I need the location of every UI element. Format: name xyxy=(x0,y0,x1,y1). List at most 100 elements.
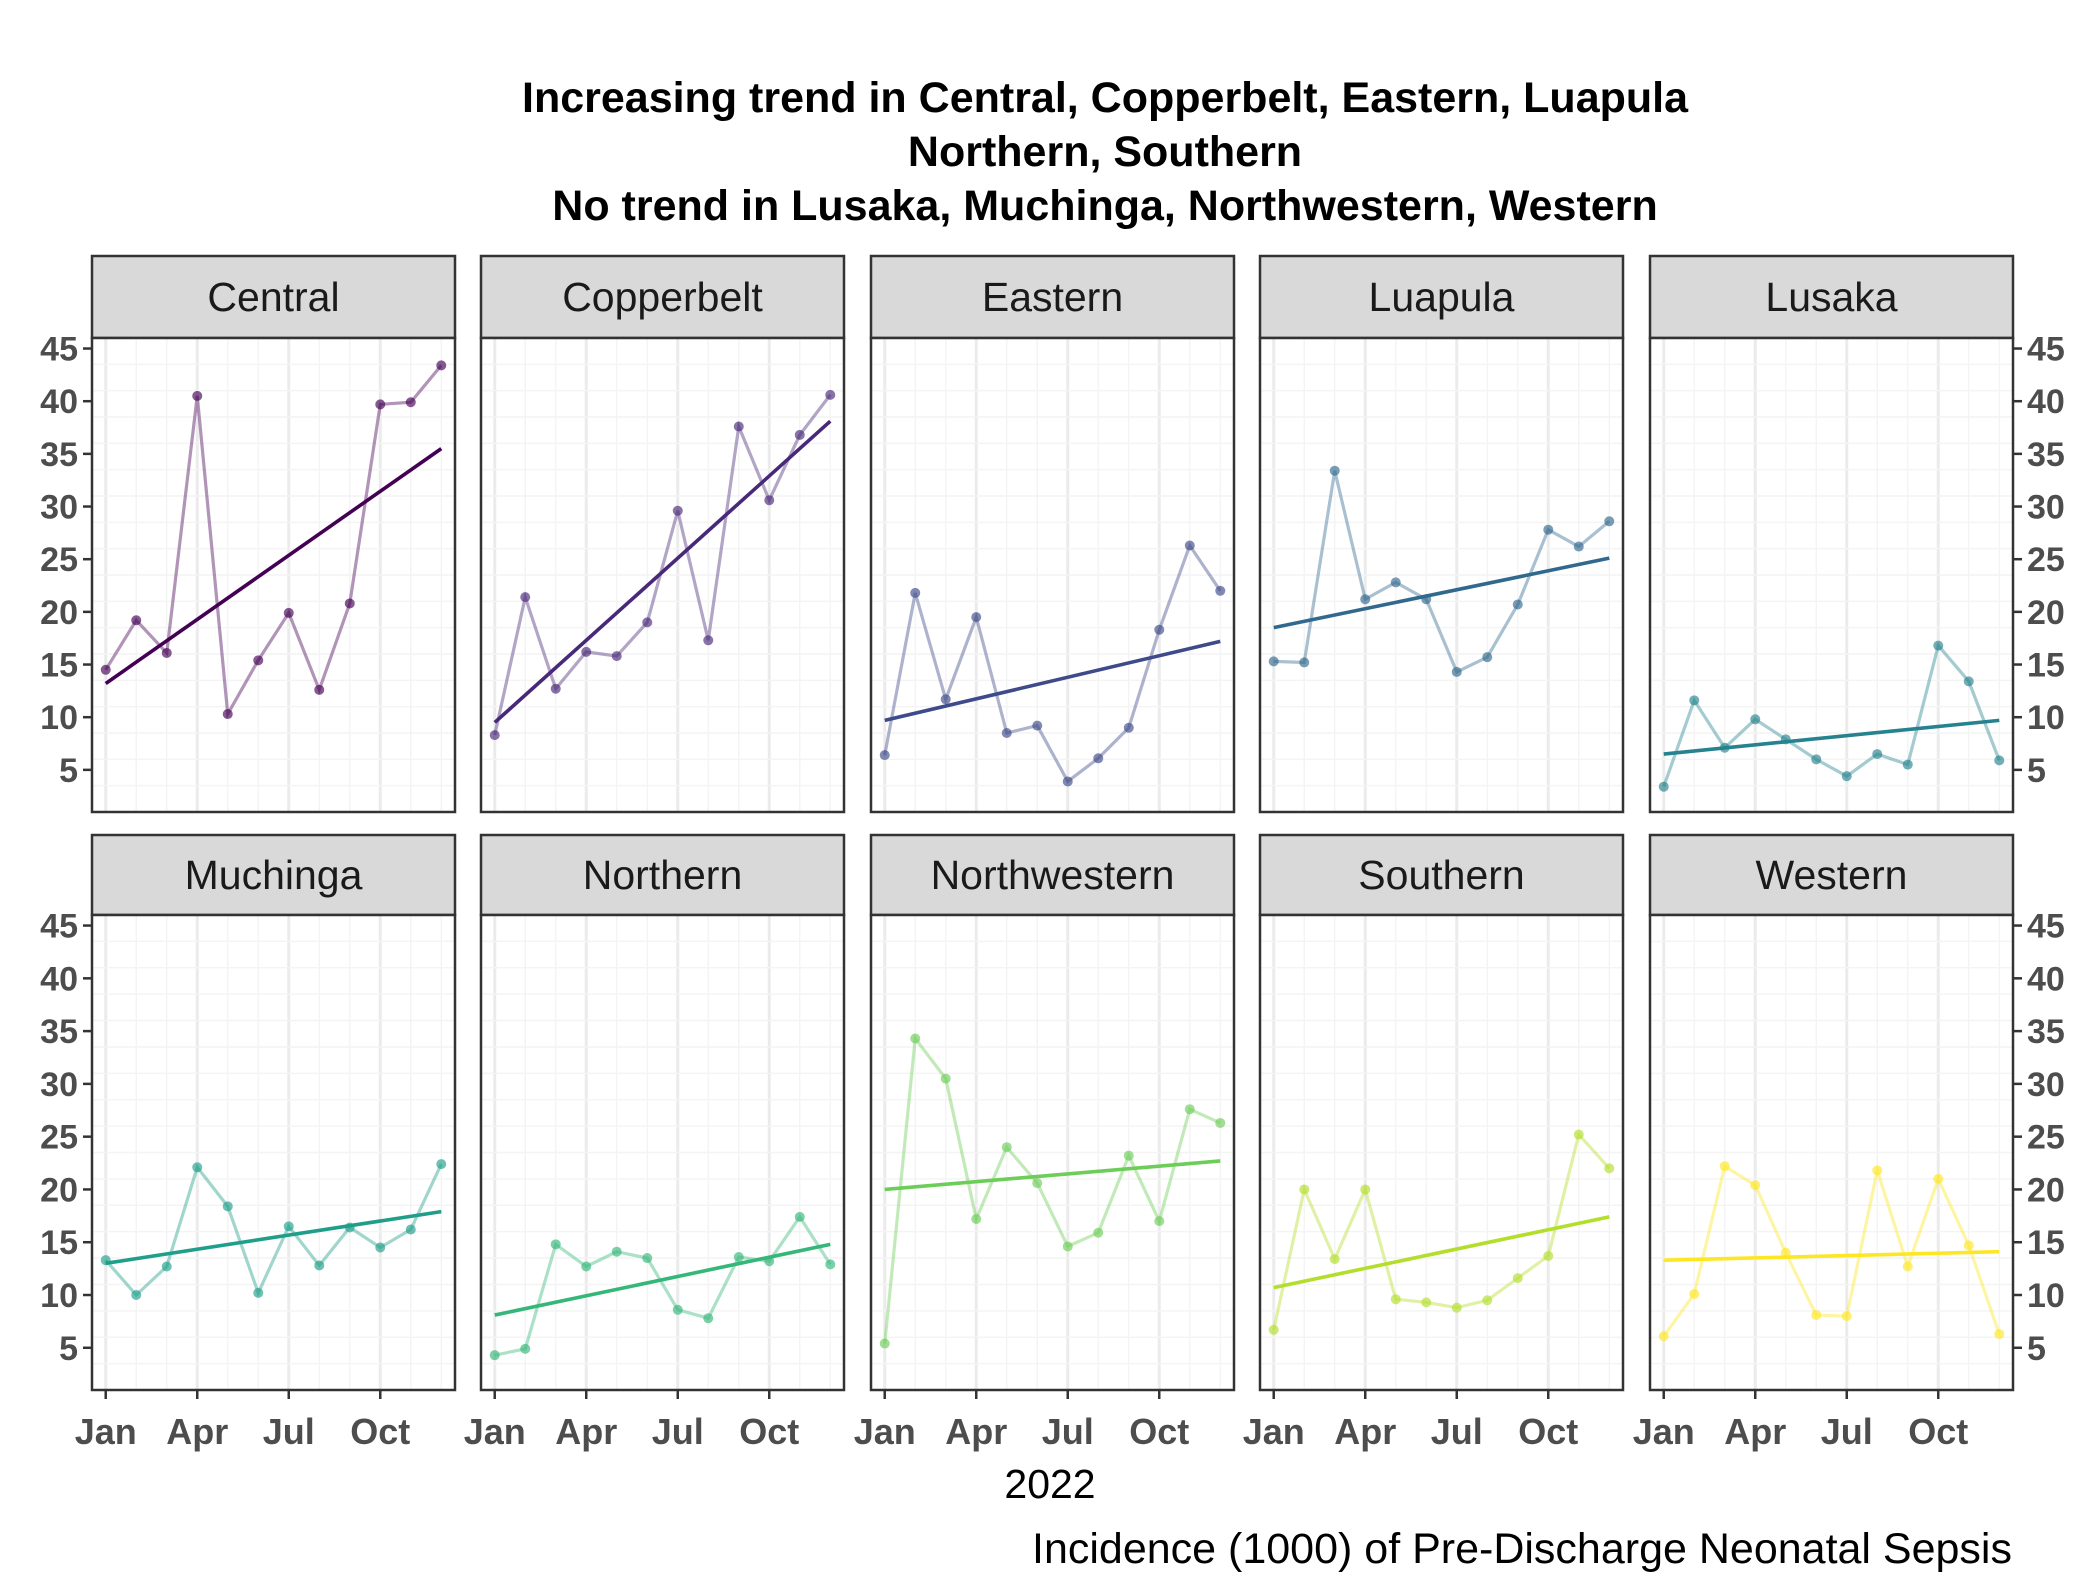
data-point xyxy=(1689,695,1700,706)
data-point xyxy=(1032,1178,1043,1189)
data-point xyxy=(192,390,203,401)
data-point xyxy=(1902,759,1913,770)
data-point xyxy=(131,1290,142,1300)
facet-label-luapula: Luapula xyxy=(1369,274,1515,320)
data-point xyxy=(764,1256,775,1267)
facet-strip-luapula xyxy=(1258,254,1625,340)
data-point xyxy=(1902,1261,1913,1272)
data-point xyxy=(940,1073,951,1084)
facet-strip-southern xyxy=(1258,833,1625,917)
data-point xyxy=(1841,1311,1852,1322)
x-tick-label: Oct xyxy=(1129,1411,1189,1452)
data-point xyxy=(940,694,951,705)
data-point xyxy=(1719,1161,1730,1172)
data-point xyxy=(222,1201,233,1212)
data-point xyxy=(344,598,355,609)
x-tick-label: Jan xyxy=(1633,1411,1695,1452)
trend-line-northern xyxy=(494,1242,831,1317)
data-point xyxy=(1001,1142,1012,1153)
facet-label-northwestern: Northwestern xyxy=(931,852,1175,898)
y-tick-label: 30 xyxy=(2027,489,2065,527)
data-point xyxy=(1543,524,1554,535)
data-point xyxy=(879,1338,890,1349)
x-tick-label: Jan xyxy=(464,1411,526,1452)
x-tick-label: Jan xyxy=(854,1411,916,1452)
facet-strip-muchinga xyxy=(90,833,457,917)
panel-border xyxy=(869,913,1236,1392)
data-point xyxy=(1062,776,1073,787)
data-point xyxy=(794,429,805,440)
data-point xyxy=(1933,640,1944,651)
data-point xyxy=(611,651,622,662)
data-point xyxy=(794,1211,805,1222)
data-point xyxy=(825,1259,836,1270)
y-tick-label: 5 xyxy=(59,1330,78,1368)
data-point xyxy=(1811,754,1822,765)
data-point xyxy=(1963,1240,1974,1251)
facet-strip-western xyxy=(1648,833,2015,917)
data-point xyxy=(436,360,447,371)
data-point xyxy=(1512,1273,1523,1284)
data-point xyxy=(131,615,142,626)
data-point xyxy=(161,647,172,658)
y-tick-label: 15 xyxy=(40,647,78,685)
y-tick-label: 35 xyxy=(2027,1013,2065,1051)
data-point xyxy=(1184,540,1195,551)
x-tick-label: Apr xyxy=(1724,1411,1786,1452)
x-tick-label: Oct xyxy=(1908,1411,1968,1452)
data-point xyxy=(520,1343,531,1354)
facet-southern: Southern Jan Apr Jul Oct xyxy=(1243,833,1625,1452)
y-tick-label: 10 xyxy=(2027,699,2065,737)
data-point xyxy=(1123,1150,1134,1161)
data-point xyxy=(100,1255,111,1266)
data-point xyxy=(1872,1165,1883,1176)
x-tick-label: Oct xyxy=(739,1411,799,1452)
x-tick-label: Jan xyxy=(1243,1411,1305,1452)
y-tick-label: 35 xyxy=(40,1013,78,1051)
data-point xyxy=(550,683,561,694)
trend-line-central xyxy=(104,447,443,685)
y-tick-label: 25 xyxy=(40,541,78,579)
data-point xyxy=(581,1261,592,1272)
facet-lusaka: Lusaka 5 10 15 20 25 30 35 40 45 xyxy=(1648,254,2065,814)
data-point xyxy=(405,1224,416,1235)
data-point xyxy=(971,1214,982,1224)
data-point xyxy=(1811,1310,1822,1321)
x-tick-label: Apr xyxy=(945,1411,1007,1452)
data-point xyxy=(1451,666,1462,677)
data-point xyxy=(611,1246,622,1257)
data-point xyxy=(344,1222,355,1233)
x-tick-label: Apr xyxy=(555,1411,617,1452)
data-point xyxy=(703,635,714,646)
facet-strip-copperbelt xyxy=(479,254,846,340)
facet-label-northern: Northern xyxy=(583,852,743,898)
panel-border xyxy=(1258,336,1625,814)
series-line-central xyxy=(104,364,443,720)
trend-line-western xyxy=(1663,1249,2000,1262)
data-point xyxy=(879,750,890,761)
facet-strip-lusaka xyxy=(1648,254,2015,340)
data-point xyxy=(1451,1302,1462,1313)
series-line-southern xyxy=(1272,1131,1611,1331)
data-point xyxy=(733,1252,744,1262)
y-tick-label: 20 xyxy=(40,1171,78,1209)
y-tick-label: 25 xyxy=(40,1119,78,1157)
data-point xyxy=(971,612,982,623)
data-point xyxy=(1604,1163,1615,1174)
data-point xyxy=(1123,722,1134,733)
data-point xyxy=(910,587,921,598)
y-tick-label: 25 xyxy=(2027,1119,2065,1157)
y-tick-label: 20 xyxy=(2027,594,2065,632)
facet-central: Central 5 10 15 20 25 30 35 40 45 xyxy=(40,254,457,814)
chart-title: Increasing trend in Central, Copperbelt,… xyxy=(522,74,1689,230)
data-point xyxy=(1360,1184,1371,1195)
data-point xyxy=(1329,465,1340,476)
data-point xyxy=(1032,720,1043,731)
data-point xyxy=(283,1221,294,1232)
y-tick-label: 25 xyxy=(2027,541,2065,579)
data-point xyxy=(1299,657,1310,668)
data-point xyxy=(1872,749,1883,760)
data-point xyxy=(672,1304,683,1315)
panel-border xyxy=(1648,336,2015,814)
data-point xyxy=(642,1253,653,1264)
